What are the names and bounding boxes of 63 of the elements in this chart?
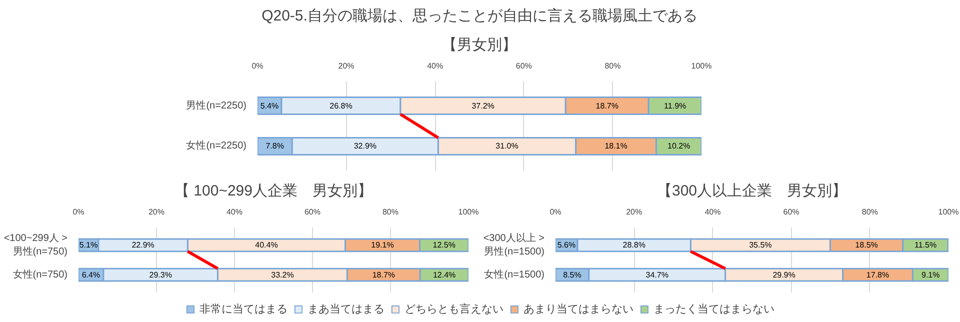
x-tick-label: 0% [550, 208, 562, 216]
legend-label: どちらとも言えない [404, 302, 504, 316]
x-tick-label: 100% [458, 208, 479, 216]
data-label: 18.5% [855, 240, 878, 250]
x-tick-label: 40% [226, 208, 243, 216]
data-label: 31.0% [496, 142, 518, 151]
legend-label: まあ当てはまる [308, 302, 384, 316]
data-label: 22.9% [132, 240, 154, 250]
y-tick-label: 女性(n=750) [12, 268, 68, 280]
y-tick-label: 男性(n=2250) [186, 99, 247, 112]
x-tick-label: 40% [704, 208, 721, 216]
data-label: 7.8% [266, 142, 284, 151]
data-label: 11.9% [664, 101, 686, 110]
x-tick-label: 60% [783, 208, 800, 216]
data-label: 11.5% [914, 240, 937, 250]
x-tick-label: 100% [691, 62, 712, 70]
data-label: 29.3% [149, 270, 172, 280]
data-label: 40.4% [255, 240, 278, 250]
data-label: 17.8% [866, 270, 890, 280]
data-label: 37.2% [472, 101, 494, 110]
y-tick-label: 女性(n=1500) [484, 268, 545, 280]
data-label: 12.4% [432, 270, 456, 280]
data-label: 18.7% [596, 101, 618, 110]
x-tick-label: 40% [427, 62, 444, 70]
data-label: 34.7% [646, 270, 668, 280]
chart-title: 【300人以上企業 男女別】 [656, 182, 848, 200]
y-tick-label: <300人以上 > 男性(n=1500) [483, 232, 545, 258]
x-tick-label: 0% [72, 208, 84, 216]
legend-label: あまり当てはまらない [524, 302, 634, 316]
x-tick-label: 100% [938, 208, 959, 216]
y-tick-label: <100~299人 > 男性(n=750) [4, 233, 68, 258]
data-label: 18.7% [372, 270, 396, 280]
data-label: 35.5% [749, 240, 772, 250]
x-tick-label: 20% [148, 208, 165, 216]
data-label: 32.9% [354, 142, 377, 151]
chart-title: Q20-5.自分の職場は、思ったことが自由に言える職場風土である [262, 8, 698, 24]
data-label: 8.5% [563, 270, 582, 280]
x-tick-label: 80% [862, 208, 878, 216]
legend-label: 非常に当てはまる [200, 302, 288, 316]
chart-title: 【 100~299人企業 男女別】 [174, 182, 372, 200]
data-label: 5.6% [557, 240, 576, 250]
data-label: 6.4% [82, 270, 100, 280]
data-label: 28.8% [622, 240, 646, 250]
x-tick-label: 60% [304, 208, 321, 216]
data-label: 5.1% [79, 240, 98, 250]
data-label: 33.2% [271, 270, 294, 280]
data-label: 29.9% [772, 270, 796, 280]
data-label: 10.2% [668, 142, 690, 151]
x-tick-label: 20% [338, 62, 354, 70]
legend-label: まったく当てはまらない [654, 302, 774, 316]
data-label: 9.1% [922, 270, 940, 280]
data-label: 19.1% [371, 240, 394, 250]
data-label: 26.8% [330, 101, 352, 110]
data-label: 18.1% [604, 142, 628, 151]
x-tick-label: 80% [382, 208, 399, 216]
x-tick-label: 20% [626, 208, 642, 216]
x-tick-label: 80% [604, 62, 621, 70]
chart-subtitle: 【男女別】 [442, 36, 517, 54]
y-tick-label: 女性(n=2250) [186, 140, 247, 152]
x-tick-label: 60% [516, 62, 532, 70]
data-label: 12.5% [432, 240, 456, 250]
data-label: 5.4% [260, 101, 279, 110]
x-tick-label: 0% [252, 62, 264, 70]
